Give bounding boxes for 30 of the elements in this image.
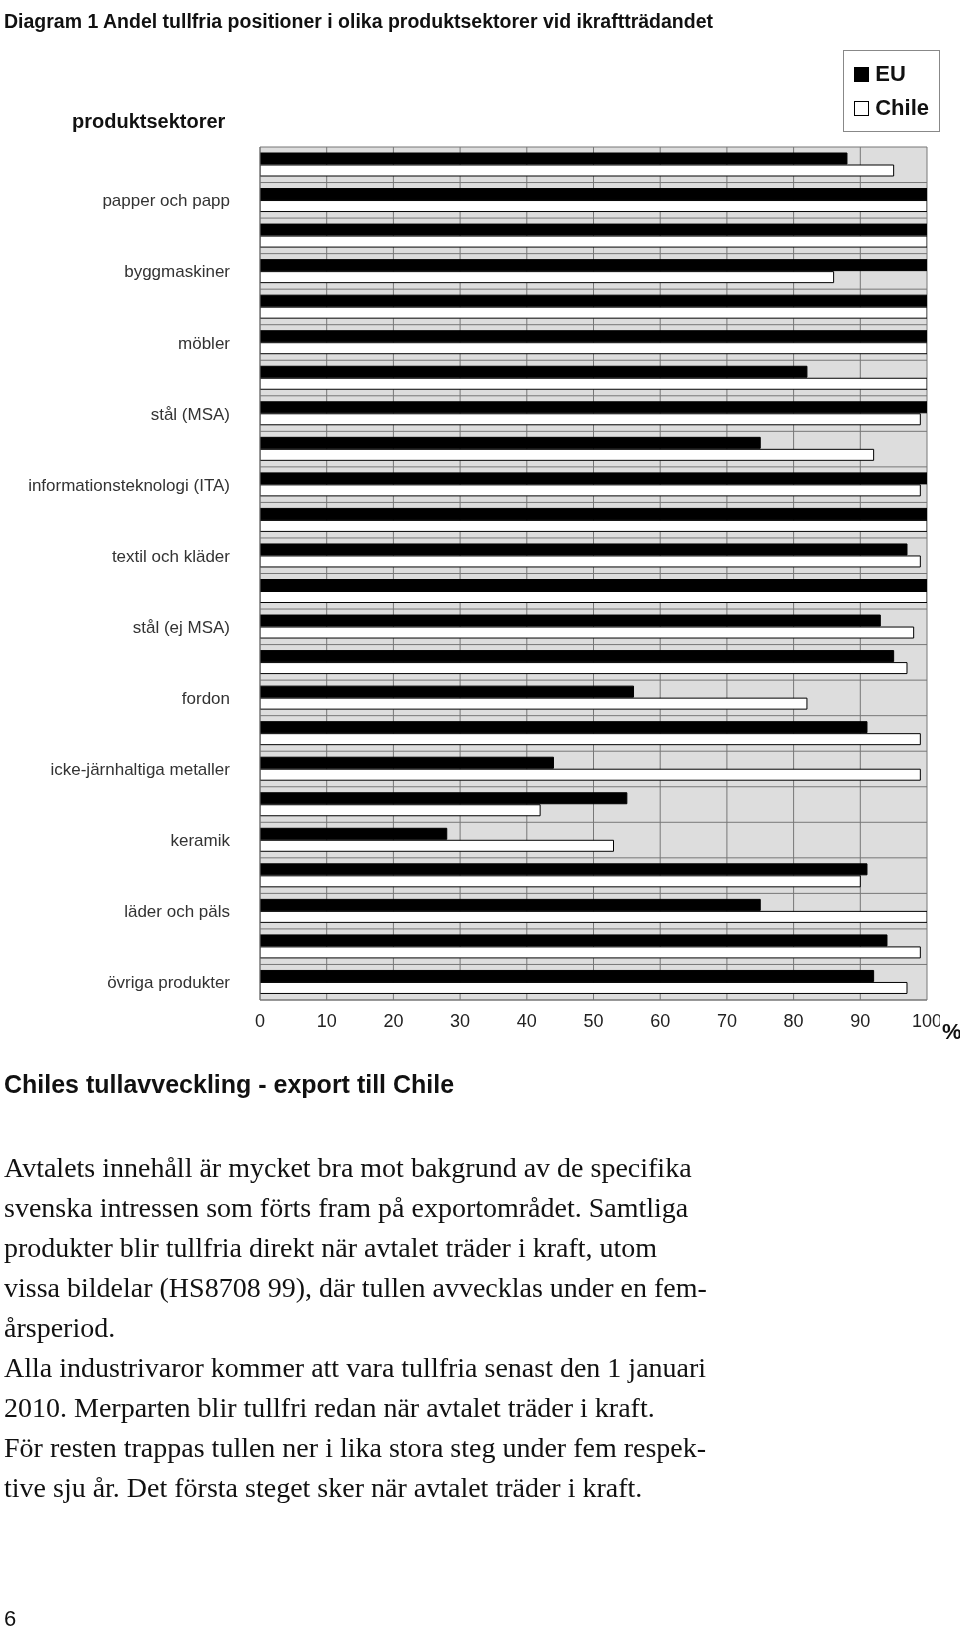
y-tick-label: keramik	[170, 831, 231, 851]
y-tick-label: möbler	[178, 333, 231, 353]
x-tick-label: 20	[383, 1010, 404, 1031]
chart-title: Diagram 1 Andel tullfria positioner i olika produktsektorer vid ikraftträdandet	[4, 10, 714, 33]
y-tick-label: papper och papp	[102, 191, 230, 211]
y-tick-label: fordon	[181, 688, 230, 708]
y-tick-label: läder och päls	[124, 902, 230, 922]
legend-label: EU	[875, 61, 906, 87]
text: Chiles tullavveckling - export till Chile	[4, 1070, 455, 1099]
y-tick-label: textil och kläder	[111, 546, 231, 566]
x-tick-label: 70	[716, 1010, 737, 1031]
text: Alla industrivaror kommer att vara tullfria senast den 1 januari 2010. Merparten blir tullfri redan när avtalet träder i kraft. För resten trappas tullen ner i lika stora steg under fem respek- tive sju år. Det första steget sker när avtalet träder i kraft.	[4, 1351, 707, 1505]
y-tick-label: stål (MSA)	[150, 404, 230, 424]
x-tick-label: 10	[316, 1010, 337, 1031]
text: Avtalets innehåll är mycket bra mot bakgrund av de specifika svenska intressen som förts fram på exportområdet. Samtliga produkter blir tullfria direkt när avtalet träder i kraft, utom vissa bildelar (HS8708 99), där tullen avvecklas under en fem- årsperiod.	[4, 1151, 707, 1345]
x-tick-label: 0	[254, 1010, 266, 1031]
legend-label: Chile	[875, 95, 929, 121]
x-tick-label: 60	[650, 1010, 671, 1031]
x-tick-label: 40	[516, 1010, 537, 1031]
x-tick-label: 90	[850, 1010, 871, 1031]
x-tick-label: 50	[583, 1010, 604, 1031]
x-tick-label: 30	[450, 1010, 471, 1031]
text: 6	[4, 1606, 17, 1632]
y-tick-label: stål (ej MSA)	[132, 617, 230, 637]
y-tick-label: icke-järnhaltiga metaller	[50, 760, 231, 780]
y-tick-label: informationsteknologi (ITA)	[28, 475, 230, 495]
y-axis-title: produktsektorer	[72, 110, 226, 133]
y-tick-label: byggmaskiner	[124, 262, 231, 282]
y-tick-label: övriga produkter	[107, 973, 231, 993]
x-tick-label: 80	[783, 1010, 804, 1031]
